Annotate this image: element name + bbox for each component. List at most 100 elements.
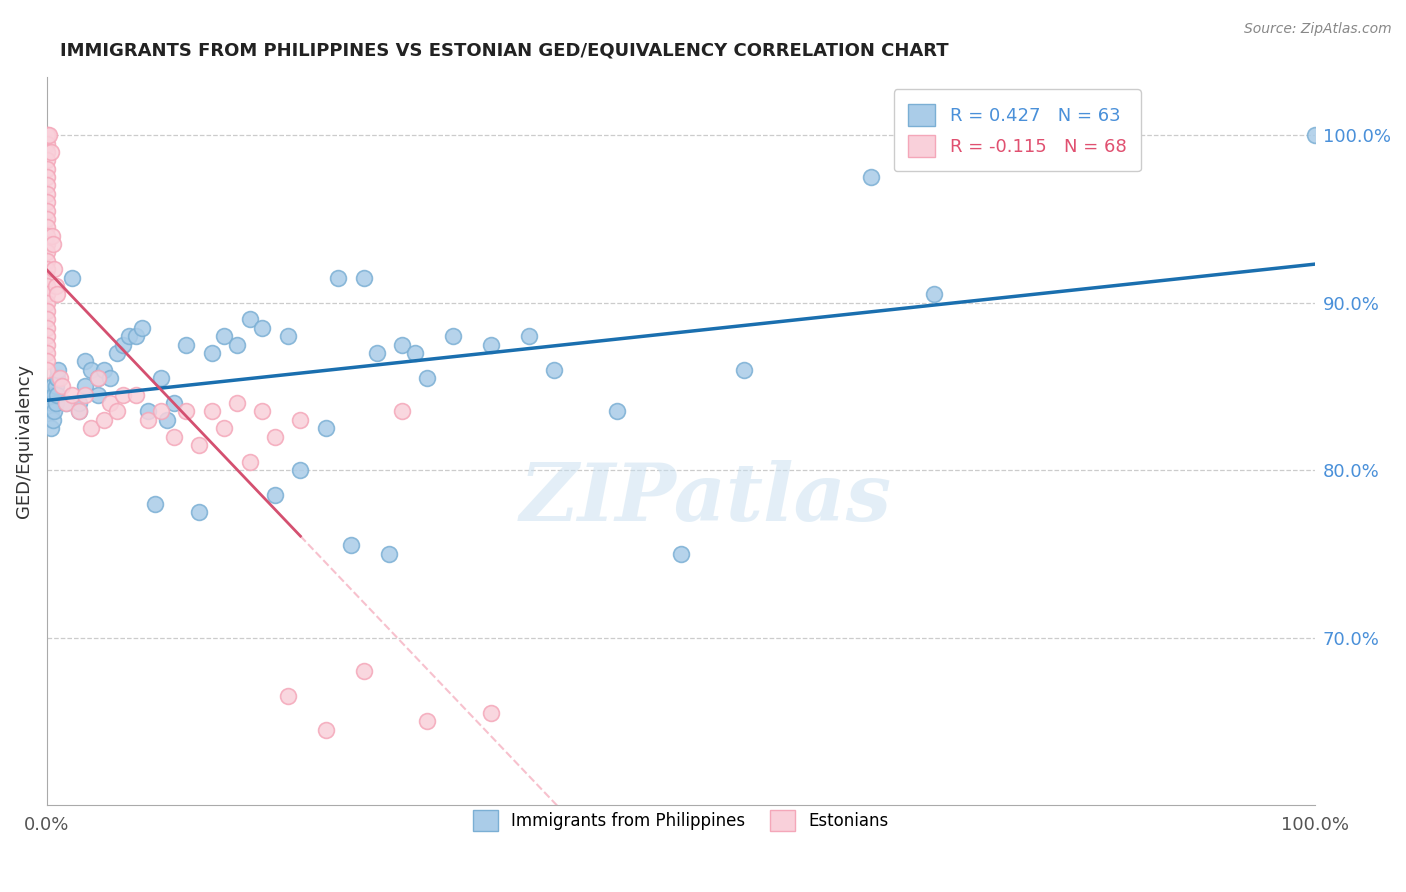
Point (277, 329, 299, 343)
Point (479, 337, 502, 351)
Point (252, 404, 274, 418)
Point (35, 287, 58, 301)
Point (188, 505, 211, 519)
Point (277, 689, 299, 703)
Point (45, 396, 67, 410)
Point (35, 354, 58, 368)
Point (35, 211, 58, 226)
Point (105, 346, 128, 360)
Point (136, 404, 159, 418)
Point (35, 304, 58, 318)
Point (239, 455, 262, 469)
Point (55, 396, 77, 410)
Legend: Immigrants from Philippines, Estonians: Immigrants from Philippines, Estonians (460, 797, 903, 844)
Point (35, 220, 58, 235)
Point (39, 421, 62, 435)
Point (98, 396, 121, 410)
Point (42, 379, 65, 393)
Point (45, 279, 67, 293)
Point (416, 371, 439, 385)
Point (441, 329, 464, 343)
Point (44, 404, 66, 418)
Point (35, 128, 58, 143)
Point (391, 337, 413, 351)
Point (35, 128, 58, 143)
Point (86, 388, 108, 402)
Point (35, 186, 58, 201)
Point (35, 136, 58, 151)
Point (44, 388, 66, 402)
Point (35, 153, 58, 168)
Point (35, 203, 58, 218)
Point (67, 404, 90, 418)
Point (44, 262, 66, 277)
Point (35, 262, 58, 277)
Point (353, 664, 375, 678)
Point (60, 388, 83, 402)
Point (38, 128, 60, 143)
Point (80, 362, 103, 376)
Point (111, 337, 134, 351)
Point (35, 145, 58, 159)
Point (124, 388, 146, 402)
Point (73, 354, 96, 368)
Point (150, 371, 173, 385)
Point (669, 547, 692, 561)
Point (35, 253, 58, 268)
Point (353, 270, 375, 285)
Point (543, 362, 565, 376)
Point (35, 337, 58, 351)
Point (67, 404, 90, 418)
Point (105, 404, 128, 418)
Point (45, 379, 67, 393)
Point (60, 270, 83, 285)
Point (39, 404, 62, 418)
Point (214, 421, 236, 435)
Point (1303, 128, 1326, 143)
Point (118, 329, 141, 343)
Point (328, 270, 350, 285)
Point (80, 421, 103, 435)
Point (150, 404, 173, 418)
Point (264, 429, 287, 443)
Point (163, 396, 186, 410)
Point (479, 706, 502, 720)
Point (290, 413, 312, 427)
Point (41, 228, 63, 243)
Point (517, 329, 540, 343)
Point (188, 438, 211, 452)
Point (35, 295, 58, 310)
Point (35, 270, 58, 285)
Point (391, 404, 413, 418)
Point (35, 245, 58, 260)
Point (46, 362, 69, 376)
Point (35, 237, 58, 252)
Point (131, 320, 153, 334)
Point (86, 371, 108, 385)
Point (315, 723, 337, 737)
Point (46, 388, 69, 402)
Point (73, 379, 96, 393)
Point (35, 228, 58, 243)
Point (86, 371, 108, 385)
Point (35, 362, 58, 376)
Point (48, 371, 70, 385)
Point (35, 178, 58, 193)
Text: IMMIGRANTS FROM PHILIPPINES VS ESTONIAN GED/EQUIVALENCY CORRELATION CHART: IMMIGRANTS FROM PHILIPPINES VS ESTONIAN … (59, 42, 948, 60)
Point (93, 362, 115, 376)
Point (39, 388, 62, 402)
Point (201, 404, 224, 418)
Point (340, 539, 363, 553)
Point (163, 429, 186, 443)
Point (924, 287, 946, 301)
Point (124, 329, 146, 343)
Point (366, 346, 388, 360)
Point (606, 404, 628, 418)
Point (290, 463, 312, 477)
Point (201, 346, 224, 360)
Point (315, 421, 337, 435)
Point (67, 396, 90, 410)
Point (252, 320, 274, 334)
Point (226, 396, 249, 410)
Point (859, 170, 882, 185)
